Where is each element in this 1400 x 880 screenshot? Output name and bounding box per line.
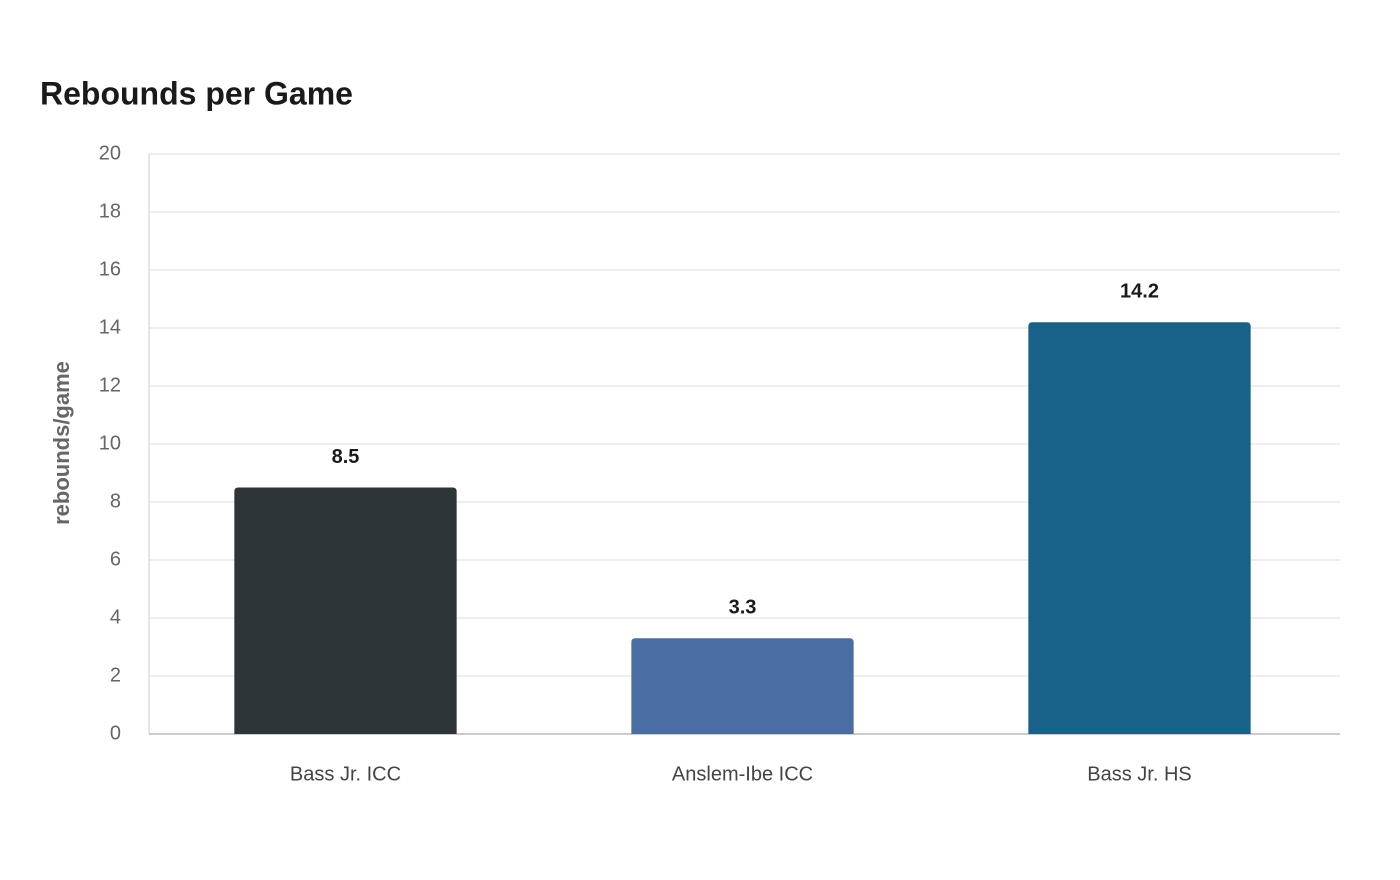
y-tick-label: 16 bbox=[99, 258, 121, 280]
y-tick-label: 20 bbox=[99, 142, 121, 164]
value-label: 8.5 bbox=[332, 446, 360, 468]
y-tick-label: 14 bbox=[99, 316, 121, 338]
bar bbox=[1028, 322, 1251, 734]
y-tick-label: 8 bbox=[110, 490, 121, 512]
y-tick-label: 2 bbox=[110, 664, 121, 686]
x-tick-label: Bass Jr. ICC bbox=[290, 763, 401, 785]
value-label: 3.3 bbox=[729, 597, 757, 619]
y-axis-label: rebounds/game bbox=[49, 361, 74, 525]
value-label: 14.2 bbox=[1120, 280, 1159, 302]
y-tick-label: 6 bbox=[110, 548, 121, 570]
x-tick-label: Bass Jr. HS bbox=[1087, 763, 1191, 785]
bar bbox=[631, 638, 854, 734]
y-tick-label: 4 bbox=[110, 606, 121, 628]
y-tick-label: 12 bbox=[99, 374, 121, 396]
bar bbox=[234, 487, 457, 734]
chart-title: Rebounds per Game bbox=[40, 75, 353, 111]
x-tick-label: Anslem-Ibe ICC bbox=[672, 763, 813, 785]
y-tick-label: 0 bbox=[110, 722, 121, 744]
y-tick-label: 18 bbox=[99, 200, 121, 222]
y-tick-label: 10 bbox=[99, 432, 121, 454]
